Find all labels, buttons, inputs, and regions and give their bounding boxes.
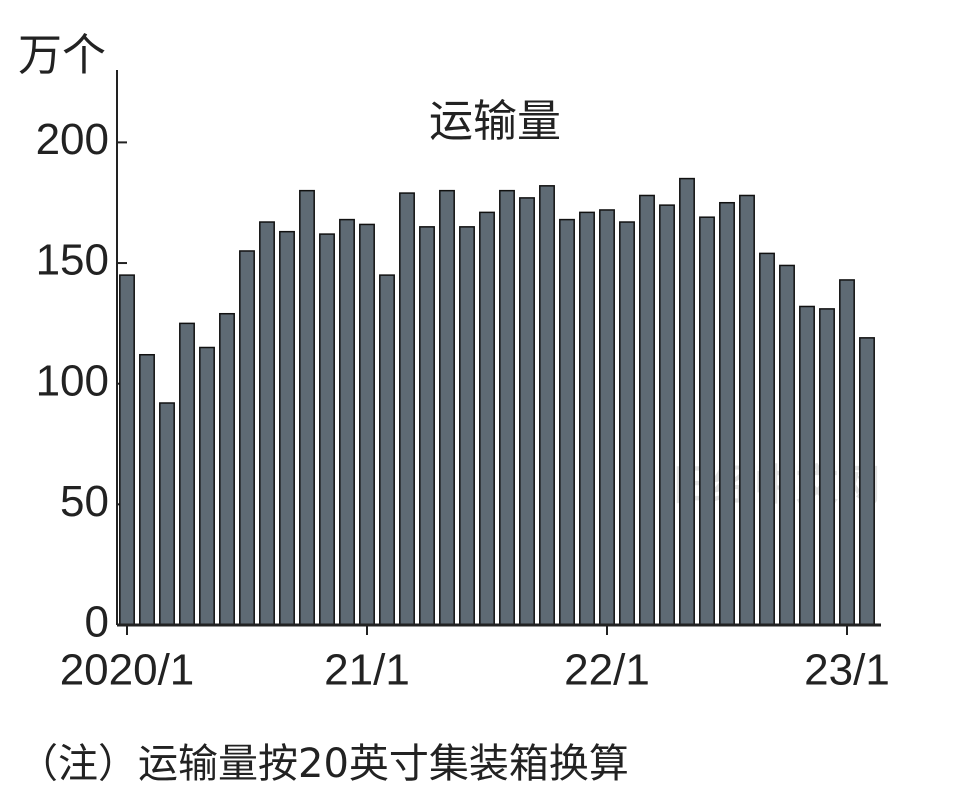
bar [399, 192, 415, 626]
y-tick-label: 0 [85, 598, 109, 647]
bar [639, 194, 655, 626]
bar [839, 279, 855, 626]
bar [579, 211, 595, 626]
bar [219, 312, 235, 626]
y-tick-label: 100 [36, 356, 109, 405]
x-tick-label: 21/1 [324, 646, 410, 695]
bar [679, 177, 695, 626]
bar [319, 233, 335, 626]
bar [699, 216, 715, 626]
bar [559, 218, 575, 626]
bar [299, 189, 315, 626]
x-tick-label: 2020/1 [60, 646, 195, 695]
bar [279, 230, 295, 626]
bar [499, 189, 515, 626]
bar [259, 221, 275, 626]
bar [159, 402, 175, 626]
y-tick-label: 200 [36, 115, 109, 164]
bar [739, 194, 755, 626]
y-tick-label: 150 [36, 236, 109, 285]
bar [719, 201, 735, 626]
chart-title: 运输量 [429, 96, 561, 147]
bar [799, 305, 815, 626]
bar [759, 252, 775, 626]
x-tick-label: 22/1 [564, 646, 650, 695]
bar [859, 337, 875, 626]
bar [519, 197, 535, 626]
bar [239, 250, 255, 626]
bar [379, 274, 395, 626]
bar [439, 189, 455, 626]
bar [139, 353, 155, 626]
bar [539, 185, 555, 626]
bar [479, 211, 495, 626]
bar [419, 226, 435, 626]
bar [359, 223, 375, 626]
x-tick-label: 23/1 [804, 646, 890, 695]
bar [779, 264, 795, 626]
bar [179, 322, 195, 626]
bar [339, 218, 355, 626]
y-tick-label: 50 [60, 477, 109, 526]
bar [819, 308, 835, 626]
bar [199, 346, 215, 626]
bar [599, 209, 615, 626]
note: （注）运输量按20英寸集装箱换算 [18, 741, 629, 787]
bar [659, 204, 675, 626]
bar [619, 221, 635, 626]
bar [119, 274, 135, 626]
y-axis-label: 万个 [18, 30, 106, 81]
bar [459, 226, 475, 626]
